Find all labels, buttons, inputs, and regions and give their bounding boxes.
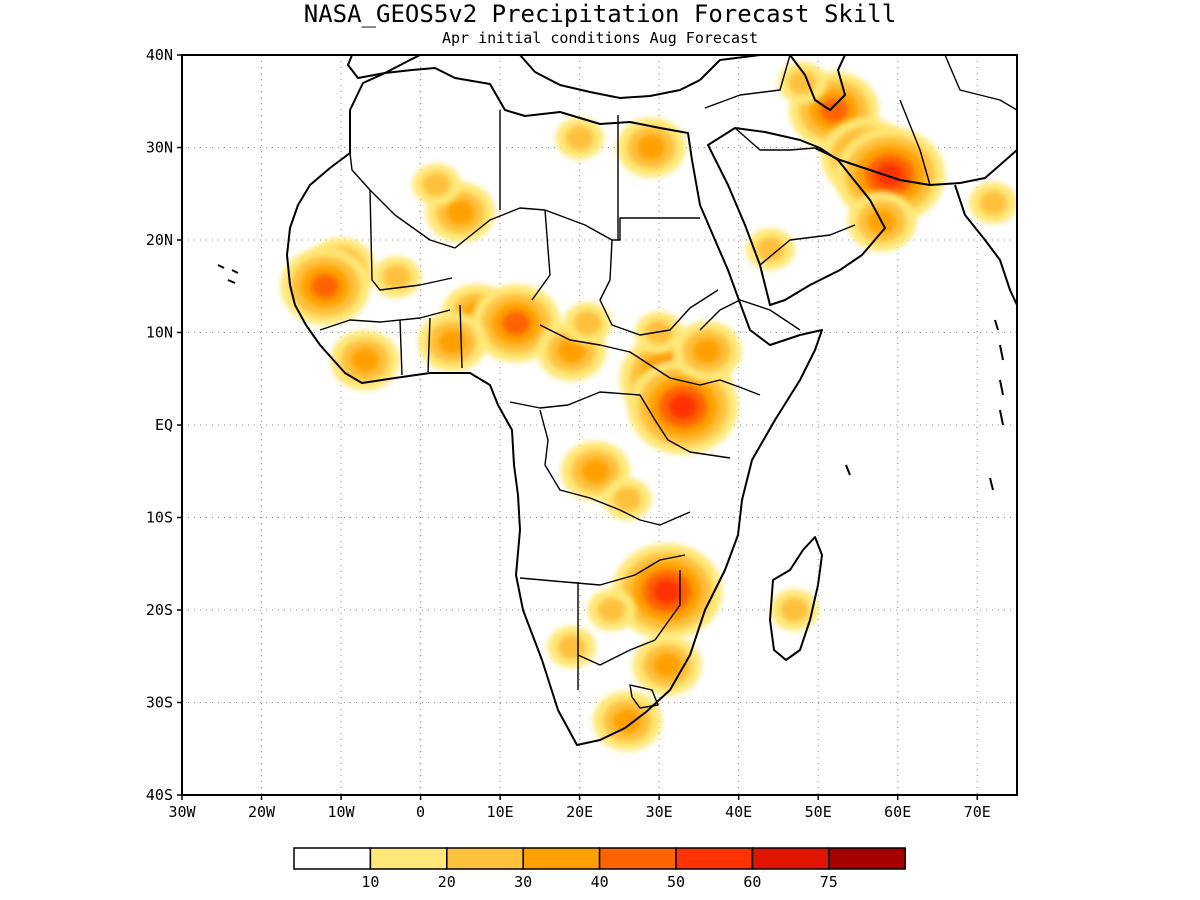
skill-contour — [613, 709, 642, 733]
axis-labels: 30W 20W 10W 0 10E 20E 30E 40E 50E 60E 70E 40N 30N 20N… — [146, 46, 991, 821]
lat-tick-label: EQ — [155, 416, 173, 434]
lat-tick-label: 30N — [146, 139, 173, 157]
skill-shading — [280, 61, 1017, 751]
skill-contour — [979, 191, 1007, 215]
lon-tick-label: 50E — [805, 803, 832, 821]
skill-contour — [693, 339, 721, 363]
lon-tick-label: 0 — [416, 803, 425, 821]
legend-swatch — [522, 847, 601, 870]
skill-contour — [557, 635, 586, 659]
lat-tick-label: 20N — [146, 231, 173, 249]
legend-label: 10 — [361, 873, 379, 891]
country-borders — [319, 55, 1017, 709]
lat-tick-label: 40S — [146, 786, 173, 804]
lat-tick-label: 10N — [146, 324, 173, 342]
legend-swatch — [293, 847, 372, 870]
skill-contour — [788, 70, 817, 95]
lon-tick-label: 10E — [487, 803, 514, 821]
skill-contour — [351, 348, 379, 373]
skill-contour — [557, 339, 586, 363]
legend-swatch — [751, 847, 830, 870]
skill-contour — [422, 172, 451, 197]
skill-contour — [653, 579, 681, 604]
skill-contour — [756, 237, 785, 262]
skill-contour — [502, 311, 530, 336]
legend-swatch — [446, 847, 524, 870]
lon-tick-label: 30E — [646, 803, 673, 821]
skill-contour — [669, 394, 697, 419]
lon-tick-label: 20E — [566, 803, 593, 821]
skill-contour — [438, 329, 467, 354]
lon-tick-label: 10W — [328, 803, 356, 821]
lon-tick-label: 40E — [725, 803, 752, 821]
skill-contour — [653, 653, 681, 678]
lat-tick-label: 40N — [146, 46, 173, 64]
skill-contour — [613, 487, 642, 511]
legend-label: 30 — [514, 873, 532, 891]
lat-tick-label: 20S — [146, 601, 173, 619]
skill-contour — [446, 200, 475, 225]
legend-label: 40 — [591, 873, 609, 891]
map-title: NASA_GEOS5v2 Precipitation Forecast Skil… — [304, 0, 896, 28]
legend-label: 20 — [438, 873, 456, 891]
map-subtitle: Apr initial conditions Aug Forecast — [442, 29, 758, 47]
lon-tick-label: 70E — [964, 803, 991, 821]
lon-tick-label: 60E — [884, 803, 911, 821]
legend-swatch — [598, 847, 677, 870]
lon-tick-label: 20W — [248, 803, 276, 821]
color-legend: 10 20 30 40 50 60 75 — [293, 847, 906, 891]
skill-contour — [565, 126, 594, 151]
lon-tick-label: 30W — [168, 803, 196, 821]
legend-swatch — [675, 847, 754, 870]
skill-contour — [382, 265, 411, 289]
skill-contour — [311, 274, 339, 299]
lat-tick-label: 10S — [146, 509, 173, 527]
legend-swatch — [828, 847, 906, 870]
skill-contour — [597, 598, 626, 622]
legend-label: 60 — [743, 873, 761, 891]
skill-contour — [637, 135, 665, 160]
legend-swatch — [369, 847, 448, 870]
lat-tick-label: 30S — [146, 694, 173, 712]
skill-contour — [573, 311, 602, 336]
legend-label: 50 — [667, 873, 685, 891]
skill-contour — [820, 98, 848, 123]
skill-contour — [780, 598, 809, 622]
skill-contour — [581, 459, 610, 484]
legend-label: 75 — [820, 873, 838, 891]
skill-contour — [875, 163, 904, 188]
